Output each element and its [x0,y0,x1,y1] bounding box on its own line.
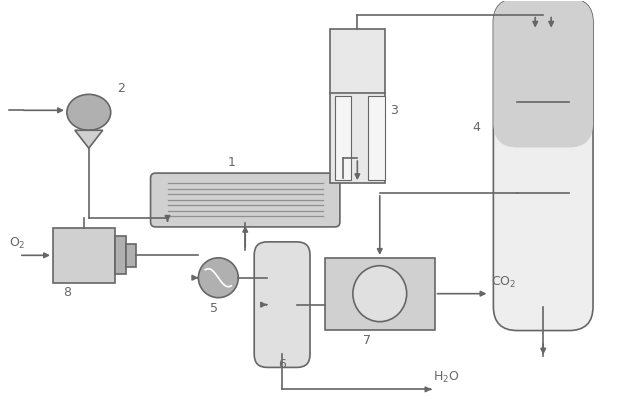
Text: 3: 3 [390,103,398,117]
Circle shape [198,258,238,298]
Bar [115,236,126,275]
Ellipse shape [67,94,111,130]
Bar [335,97,352,180]
Text: 6: 6 [278,358,286,371]
Bar [53,228,115,283]
Text: 2: 2 [117,82,124,95]
FancyBboxPatch shape [494,0,593,330]
Text: CO$_2$: CO$_2$ [491,275,517,290]
Text: 5: 5 [210,302,219,315]
Text: 4: 4 [472,121,480,134]
Bar [368,97,385,180]
Text: 8: 8 [63,286,71,299]
FancyBboxPatch shape [151,173,340,227]
Ellipse shape [353,266,407,322]
FancyBboxPatch shape [494,0,593,148]
FancyBboxPatch shape [254,242,310,367]
Bar [325,258,435,330]
Text: 7: 7 [364,334,371,346]
Text: O$_2$: O$_2$ [9,236,26,251]
Text: H$_2$O: H$_2$O [433,371,459,385]
Bar [330,28,385,183]
Bar [126,244,136,267]
Text: 1: 1 [227,156,235,169]
Polygon shape [75,130,103,148]
